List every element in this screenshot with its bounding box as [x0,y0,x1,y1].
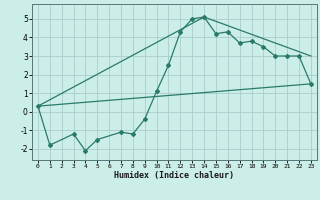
X-axis label: Humidex (Indice chaleur): Humidex (Indice chaleur) [115,171,234,180]
